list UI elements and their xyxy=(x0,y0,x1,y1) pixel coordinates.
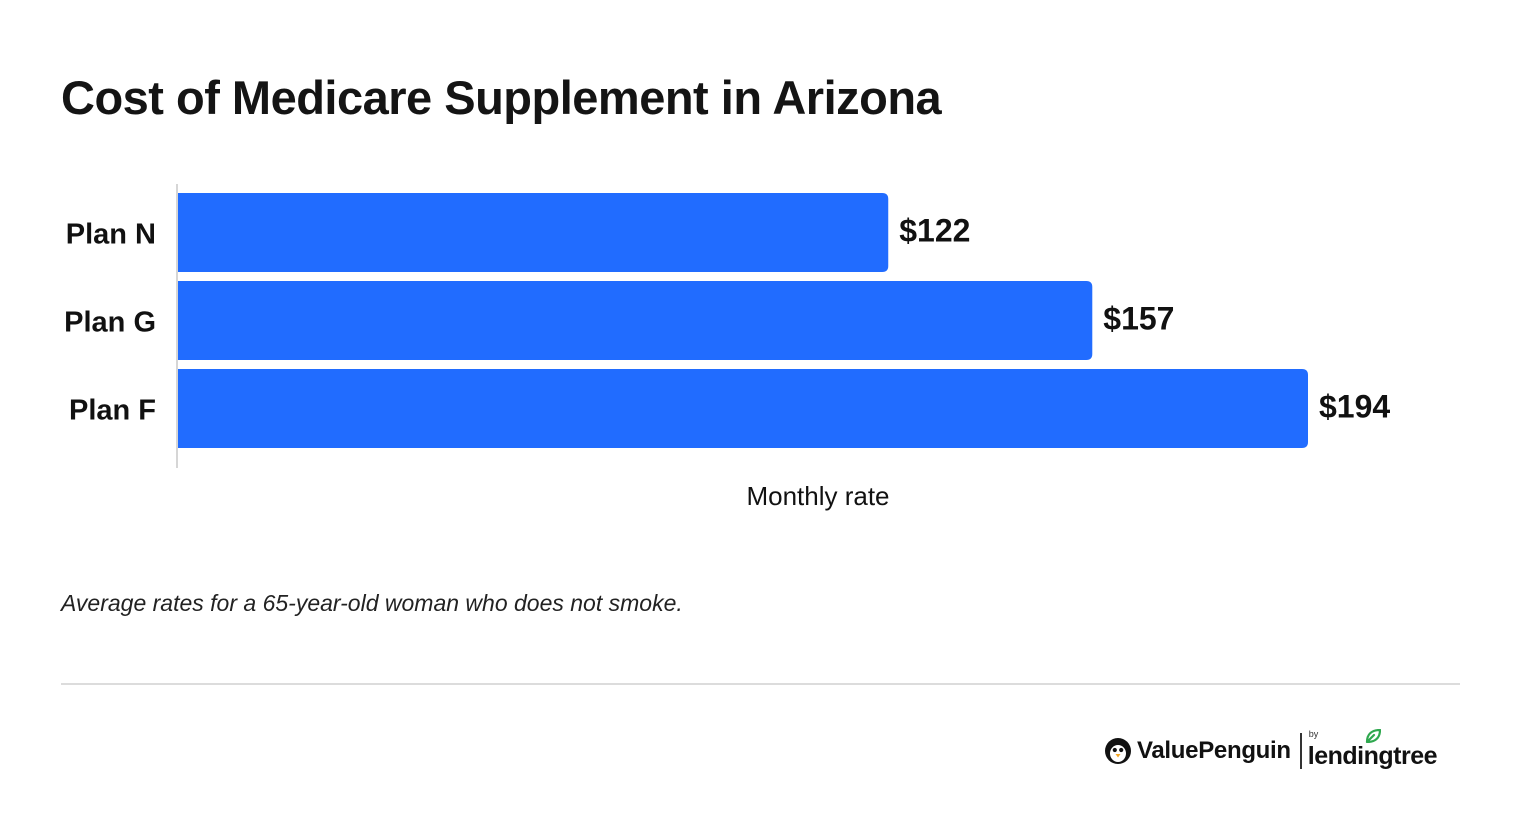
bar-plan-n xyxy=(178,193,889,272)
bar-chart: Plan N $122 Plan G $157 Plan F $194 Monthly ra… xyxy=(64,184,1390,511)
brand-lendingtree: lendingtree xyxy=(1307,742,1438,770)
leaf-icon xyxy=(1365,729,1381,743)
data-label: $157 xyxy=(1103,301,1174,337)
brand-by: by xyxy=(1308,729,1319,739)
brand-valuepenguin: ValuePenguin xyxy=(1137,737,1291,764)
brand-separator xyxy=(1299,733,1302,769)
penguin-icon xyxy=(1105,738,1131,764)
category-label: Plan F xyxy=(69,395,156,427)
brand-logo: ValuePenguin by lendingtree xyxy=(1104,728,1438,774)
footnote: Average rates for a 65-year-old woman wh… xyxy=(61,590,683,616)
brand-lendingtree-wrap: by lendingtree xyxy=(1307,729,1438,771)
bar-plan-g xyxy=(178,281,1093,360)
category-label: Plan G xyxy=(64,307,156,339)
data-label: $194 xyxy=(1319,389,1390,425)
data-label: $122 xyxy=(899,213,970,249)
divider xyxy=(61,683,1460,685)
category-label: Plan N xyxy=(66,219,156,251)
bar-plan-f xyxy=(178,369,1308,448)
x-axis-label: Monthly rate xyxy=(746,481,889,511)
chart-title: Cost of Medicare Supplement in Arizona xyxy=(61,71,942,124)
